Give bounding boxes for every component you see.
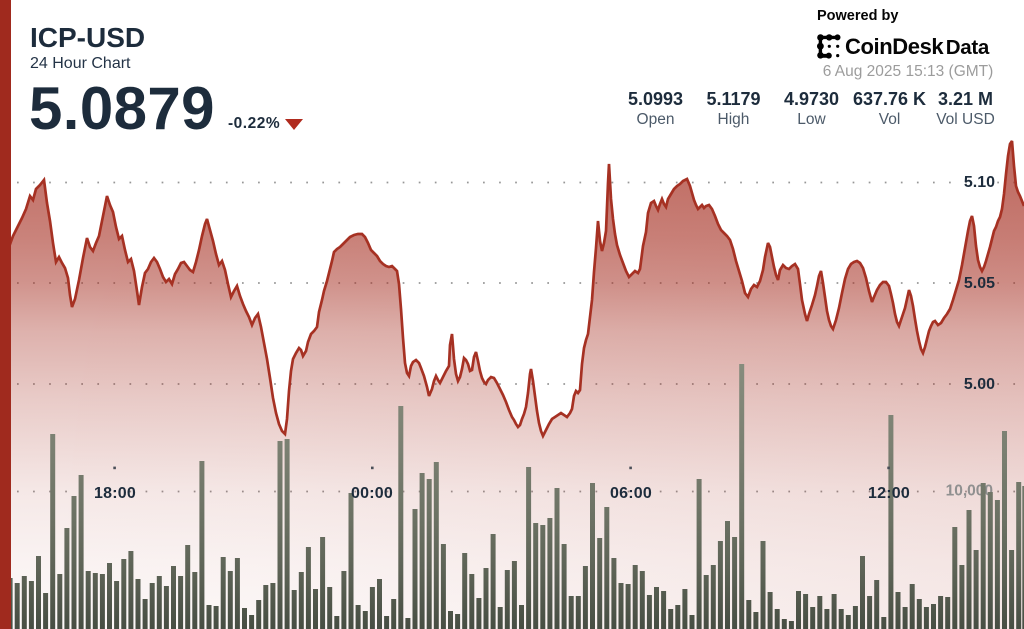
svg-text:10,000: 10,000 xyxy=(946,483,993,500)
